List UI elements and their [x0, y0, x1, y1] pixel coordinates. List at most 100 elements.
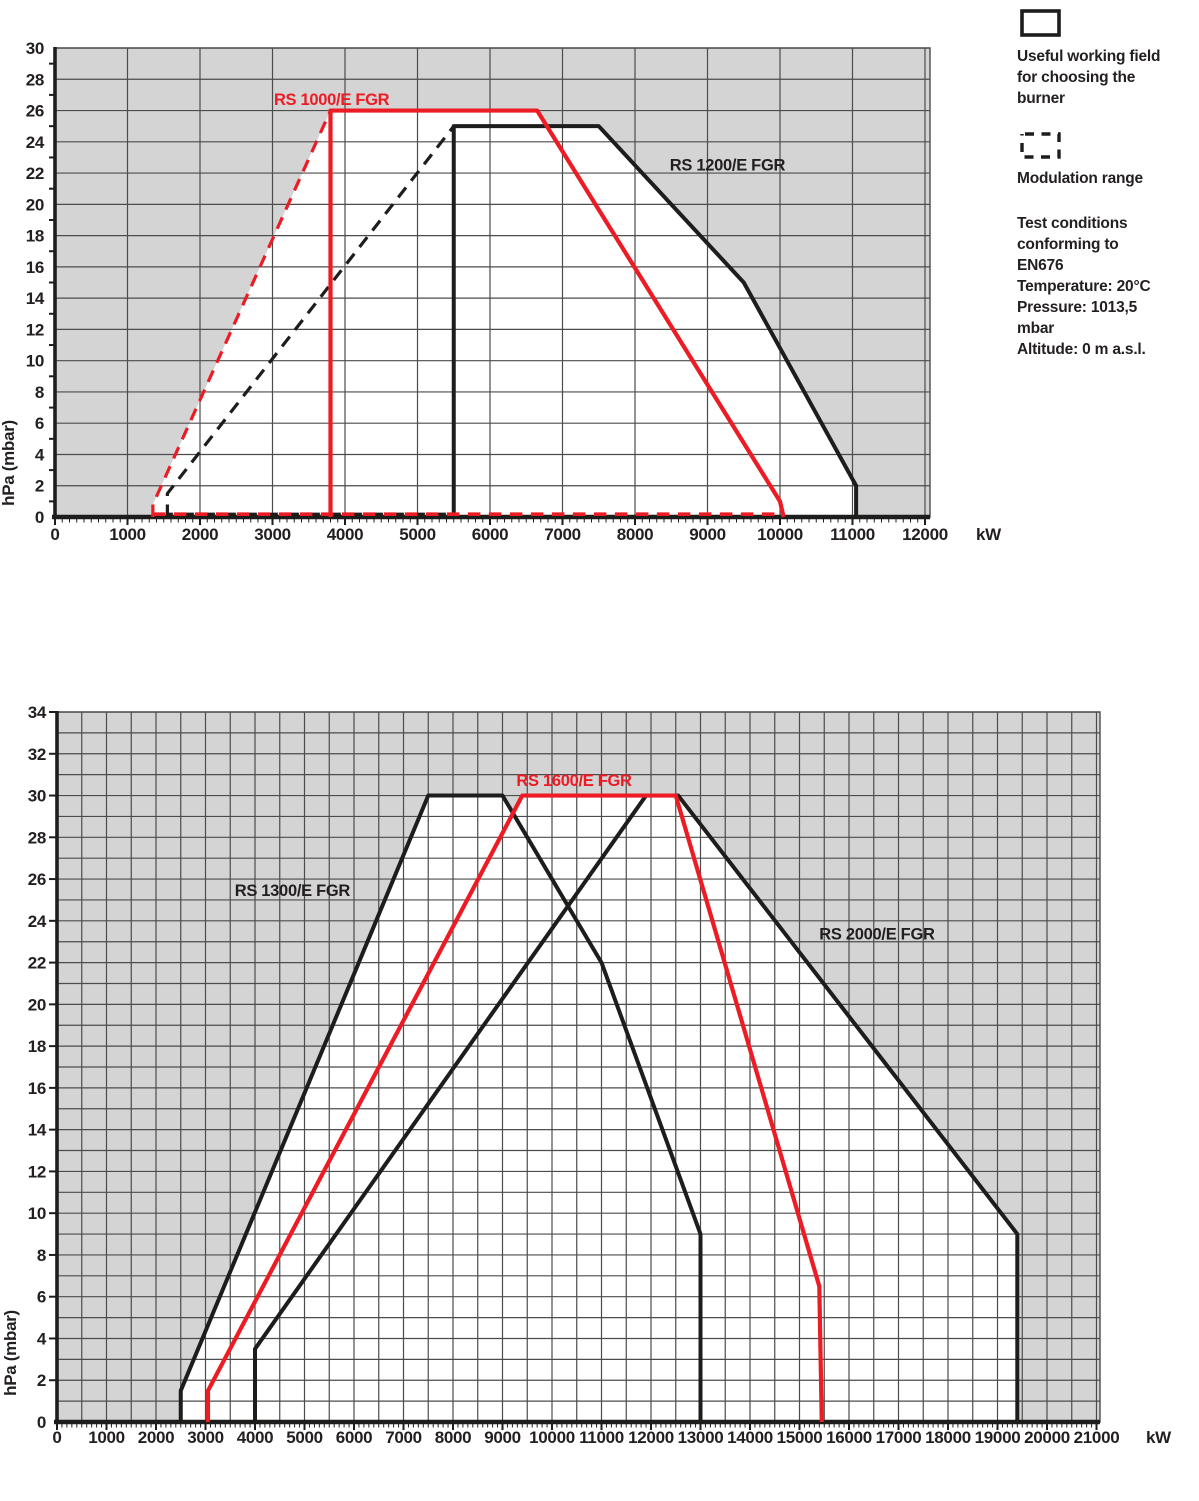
bottom-chart-x-label: 16000: [826, 1428, 872, 1447]
bottom-chart-y-label: 4: [37, 1329, 47, 1348]
legend-line: Altitude: 0 m a.s.l.: [1017, 341, 1146, 358]
bottom-chart-y-label: 8: [37, 1246, 46, 1265]
bottom-chart-x-label: 21000: [1074, 1428, 1120, 1447]
bottom-chart-y-label: 10: [28, 1204, 46, 1223]
bottom-chart-x-label: 13000: [678, 1428, 724, 1447]
top-chart-x-label: 10000: [757, 525, 803, 544]
useful-working-field-text: Useful working field for choosing the bu…: [1017, 46, 1193, 109]
bottom-chart: 0 1000 2000 3000 4000 5000 6000 7000 8000 9000 100…: [1, 703, 1172, 1447]
top-chart-x-label: 0: [50, 525, 59, 544]
top-chart-x-ticks: [54, 519, 926, 525]
bottom-chart-y-label: 34: [28, 703, 47, 722]
top-chart-x-label: 9000: [689, 525, 726, 544]
top-chart-x-label: 12000: [902, 525, 948, 544]
bottom-chart-x-label: 1000: [88, 1428, 125, 1447]
useful-working-field-icon: [1020, 9, 1061, 37]
curve-label-rs-2000-e-fgr: RS 2000/E FGR: [819, 926, 935, 944]
top-chart-y-label: 4: [35, 445, 45, 464]
top-chart-y-label: 8: [35, 383, 44, 402]
curve-label-rs-1300-e-fgr: RS 1300/E FGR: [235, 882, 351, 900]
bottom-chart-y-label: 28: [28, 828, 46, 847]
legend-line: Useful working field: [1017, 48, 1161, 65]
top-chart-x-label: 7000: [544, 525, 581, 544]
rs-1200-e-fgr: [451, 124, 859, 517]
bottom-chart-y-label: 14: [28, 1121, 47, 1140]
bottom-chart-x-label: 17000: [876, 1428, 922, 1447]
top-chart-y-label: 16: [26, 258, 44, 277]
curve-label-rs-1000-e-fgr: RS 1000/E FGR: [274, 91, 390, 109]
top-chart-x-unit: kW: [976, 525, 1002, 544]
top-chart-y-unit: hPa (mbar): [0, 420, 18, 506]
bottom-chart-y-label: 6: [37, 1288, 46, 1307]
top-chart-y-label: 12: [26, 320, 44, 339]
top-chart-x-label: 3000: [254, 525, 291, 544]
bottom-chart-y-label: 18: [28, 1037, 46, 1056]
curve-label-rs-1600-e-fgr: RS 1600/E FGR: [516, 772, 632, 790]
legend: Useful working field for choosing the bu…: [1017, 8, 1193, 360]
legend-line: EN676: [1017, 257, 1064, 274]
top-chart-y-label: 28: [26, 70, 44, 89]
bottom-chart-y-label: 20: [28, 995, 46, 1014]
bottom-chart-y-label: 12: [28, 1162, 46, 1181]
top-chart-y-label: 14: [26, 289, 45, 308]
modulation-range-icon: [1020, 132, 1061, 159]
bottom-chart-x-label: 0: [52, 1428, 61, 1447]
legend-line: Modulation range: [1017, 170, 1143, 187]
bottom-chart-x-label: 20000: [1024, 1428, 1070, 1447]
bottom-chart-x-label: 15000: [777, 1428, 823, 1447]
rs-1000-e-fgr: [328, 108, 786, 518]
top-chart-y-label: 6: [35, 414, 44, 433]
bottom-chart-y-label: 22: [28, 954, 46, 973]
legend-line: Test conditions: [1017, 215, 1128, 232]
curve-label-rs-1200-e-fgr: RS 1200/E FGR: [670, 157, 786, 175]
legend-line: Pressure: 1013,5: [1017, 299, 1138, 316]
bottom-chart-y-label: 0: [37, 1413, 46, 1432]
top-chart-x-label: 2000: [182, 525, 219, 544]
bottom-chart-y-label: 24: [28, 912, 47, 931]
bottom-chart-x-label: 10000: [529, 1428, 575, 1447]
bottom-chart-x-label: 18000: [925, 1428, 971, 1447]
bottom-chart-x-label: 6000: [336, 1428, 373, 1447]
bottom-chart-x-label: 2000: [138, 1428, 175, 1447]
bottom-chart-y-label: 16: [28, 1079, 46, 1098]
bottom-chart-x-label: 7000: [385, 1428, 422, 1447]
legend-line: conforming to: [1017, 236, 1119, 253]
legend-line: Temperature: 20°C: [1017, 278, 1151, 295]
legend-line: mbar: [1017, 320, 1055, 337]
bottom-chart-x-label: 5000: [286, 1428, 323, 1447]
top-chart-x-label: 6000: [472, 525, 509, 544]
top-chart: 0 1000 2000 3000 4000 5000 6000 7000 8000 9000 100…: [0, 39, 1002, 544]
bottom-chart-x-label: 9000: [484, 1428, 521, 1447]
top-chart-y-label: 26: [26, 102, 44, 121]
test-conditions-text: Test conditions conforming to EN676 Temp…: [1017, 213, 1193, 360]
bottom-chart-x-label: 4000: [237, 1428, 274, 1447]
top-chart-x-label: 4000: [327, 525, 364, 544]
bottom-chart-x-label: 19000: [975, 1428, 1021, 1447]
rs-1000-e-fgr-modulation: [151, 109, 332, 517]
bottom-chart-grid: [57, 711, 1100, 1422]
top-chart-x-label: 5000: [399, 525, 436, 544]
bottom-chart-x-label: 8000: [435, 1428, 472, 1447]
bottom-chart-x-label: 14000: [727, 1428, 773, 1447]
bottom-chart-x-label: 11000: [579, 1428, 624, 1447]
top-chart-y-label: 30: [26, 39, 44, 58]
top-chart-x-label: 8000: [617, 525, 654, 544]
bottom-chart-y-label: 30: [28, 787, 46, 806]
rs-1300-e-fgr: [178, 793, 703, 1422]
top-chart-y-label: 20: [26, 195, 44, 214]
bottom-chart-x-label: 12000: [628, 1428, 674, 1447]
bottom-chart-y-label: 32: [28, 745, 46, 764]
rs-1200-e-fgr-modulation: [165, 125, 456, 517]
bottom-chart-y-unit: hPa (mbar): [1, 1310, 20, 1396]
bottom-chart-x-label: 3000: [187, 1428, 224, 1447]
bottom-chart-y-label: 2: [37, 1371, 46, 1390]
top-chart-y-label: 22: [26, 164, 44, 183]
top-chart-y-label: 0: [35, 508, 44, 527]
rs-1600-e-fgr: [205, 793, 824, 1423]
legend-line: burner: [1017, 90, 1065, 107]
bottom-chart-x-ticks: [56, 1424, 1098, 1430]
top-chart-x-label: 1000: [109, 525, 146, 544]
legend-line: for choosing the: [1017, 69, 1136, 86]
